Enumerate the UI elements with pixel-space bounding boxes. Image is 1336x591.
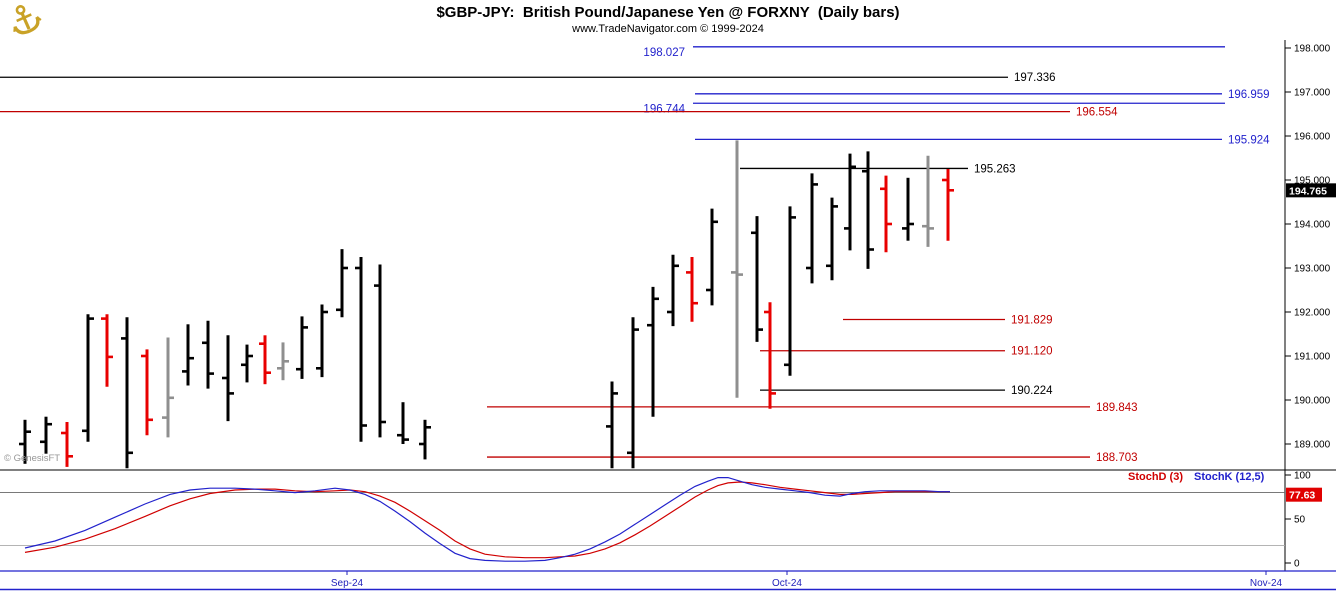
month-label[interactable]: Oct-24 bbox=[772, 578, 802, 589]
price-level-label: 196.554 bbox=[1076, 107, 1118, 119]
stoch-axis-tick-label: 0 bbox=[1294, 559, 1300, 570]
price-level-label: 197.336 bbox=[1014, 72, 1056, 84]
stoch-axis-tick-label: 100 bbox=[1294, 471, 1311, 482]
trade-navigator-anchor-icon bbox=[4, 2, 46, 38]
price-level-label: 195.263 bbox=[974, 163, 1016, 175]
price-axis-tick-label: 198.000 bbox=[1294, 44, 1331, 55]
price-axis-tick-label: 189.000 bbox=[1294, 440, 1331, 451]
price-level-label: 190.224 bbox=[1011, 385, 1053, 397]
stoch-k-legend-label: StochK (12,5) bbox=[1194, 471, 1265, 483]
price-level-label: 191.829 bbox=[1011, 315, 1053, 327]
month-label[interactable]: Nov-24 bbox=[1250, 578, 1283, 589]
chart-subtitle: www.TradeNavigator.com © 1999-2024 bbox=[572, 23, 764, 35]
stoch-current-box bbox=[1286, 487, 1322, 502]
price-axis-tick-label: 192.000 bbox=[1294, 308, 1331, 319]
price-axis-tick-label: 193.000 bbox=[1294, 264, 1331, 275]
chart-title: $GBP-JPY: British Pound/Japanese Yen @ F… bbox=[436, 4, 900, 21]
price-axis-tick-label: 190.000 bbox=[1294, 396, 1331, 407]
price-level-label: 188.703 bbox=[1096, 452, 1138, 464]
price-axis-tick-label: 194.000 bbox=[1294, 220, 1331, 231]
price-level-label: 195.924 bbox=[1228, 134, 1270, 146]
stoch-axis-tick-label: 50 bbox=[1294, 515, 1306, 526]
stoch-d-legend-label: StochD (3) bbox=[1128, 471, 1183, 483]
price-axis-tick-label: 195.000 bbox=[1294, 176, 1331, 187]
current-price-label: 194.765 bbox=[1289, 185, 1327, 197]
stoch-k-line bbox=[24, 477, 950, 562]
price-axis-tick-label: 196.000 bbox=[1294, 132, 1331, 143]
price-axis-tick-label: 197.000 bbox=[1294, 88, 1331, 99]
stoch-current-label: 77.63 bbox=[1289, 490, 1315, 502]
genesisft-watermark: © GenesisFT bbox=[4, 453, 61, 464]
price-level-label: 198.027 bbox=[643, 47, 685, 59]
price-level-label: 191.120 bbox=[1011, 346, 1053, 358]
current-price-box bbox=[1286, 183, 1336, 198]
price-level-label: 196.959 bbox=[1228, 89, 1270, 101]
price-level-label: 189.843 bbox=[1096, 402, 1138, 414]
price-level-label: 196.744 bbox=[643, 103, 685, 115]
price-axis-tick-label: 191.000 bbox=[1294, 352, 1331, 363]
month-label[interactable]: Sep-24 bbox=[331, 578, 364, 589]
